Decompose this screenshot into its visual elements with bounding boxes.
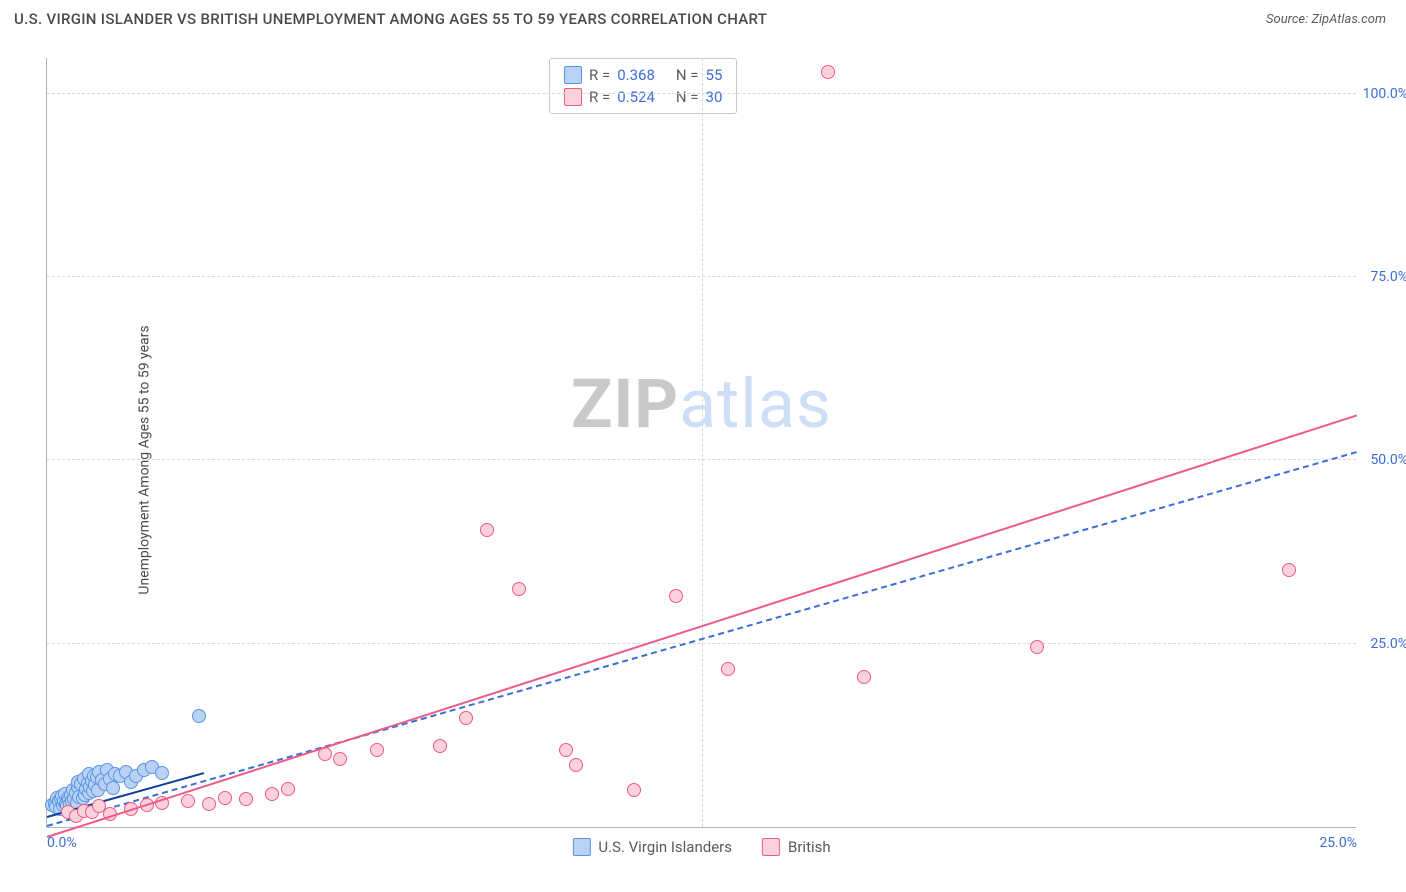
legend-label: U.S. Virgin Islanders [598,838,732,856]
legend-swatch [564,88,582,106]
series-legend: U.S. Virgin Islanders British [572,838,830,856]
y-tick-label: 75.0% [1358,269,1406,285]
chart-source: Source: ZipAtlas.com [1266,12,1386,27]
data-point [239,792,253,806]
gridline-v [702,58,703,827]
data-point [433,739,447,753]
data-point [1282,563,1296,577]
legend-item: British [762,838,831,856]
r-value: 0.524 [617,88,655,106]
x-tick-label: 0.0% [47,835,77,851]
n-value: 55 [706,66,723,84]
data-point [370,743,384,757]
legend-label: British [788,838,831,856]
r-label: R = [589,66,610,84]
chart-header: U.S. VIRGIN ISLANDER VS BRITISH UNEMPLOY… [0,0,1406,34]
n-value: 30 [706,88,723,106]
data-point [857,670,871,684]
stats-row: R = 0.368 N = 55 [564,64,722,86]
data-point [265,787,279,801]
legend-swatch [572,838,590,856]
data-point [821,65,835,79]
stats-legend: R = 0.368 N = 55 R = 0.524 N = 30 [549,58,737,114]
data-point [459,711,473,725]
plot-area: ZIPatlas R =0.368N =55R =0.524N =30 U.S.… [46,58,1356,828]
y-tick-label: 100.0% [1358,86,1406,102]
legend-swatch [762,838,780,856]
data-point [627,783,641,797]
r-value: 0.368 [617,66,655,84]
data-point [669,589,683,603]
data-point [202,797,216,811]
data-point [559,743,573,757]
data-point [480,523,494,537]
y-tick-label: 25.0% [1358,636,1406,652]
data-point [192,709,206,723]
data-point [512,582,526,596]
y-tick-label: 50.0% [1358,452,1406,468]
data-point [333,752,347,766]
x-tick-label: 25.0% [1319,835,1357,851]
n-label: N = [676,66,699,84]
legend-item: U.S. Virgin Islanders [572,838,732,856]
chart-area: Unemployment Among Ages 55 to 59 years Z… [0,34,1406,886]
data-point [181,794,195,808]
data-point [721,662,735,676]
data-point [218,791,232,805]
data-point [281,782,295,796]
chart-title: U.S. VIRGIN ISLANDER VS BRITISH UNEMPLOY… [14,10,767,28]
data-point [155,766,169,780]
data-point [106,781,120,795]
stats-row: R = 0.524 N = 30 [564,86,722,108]
r-label: R = [589,88,610,106]
data-point [569,758,583,772]
n-label: N = [676,88,699,106]
legend-swatch [564,66,582,84]
data-point [1030,640,1044,654]
